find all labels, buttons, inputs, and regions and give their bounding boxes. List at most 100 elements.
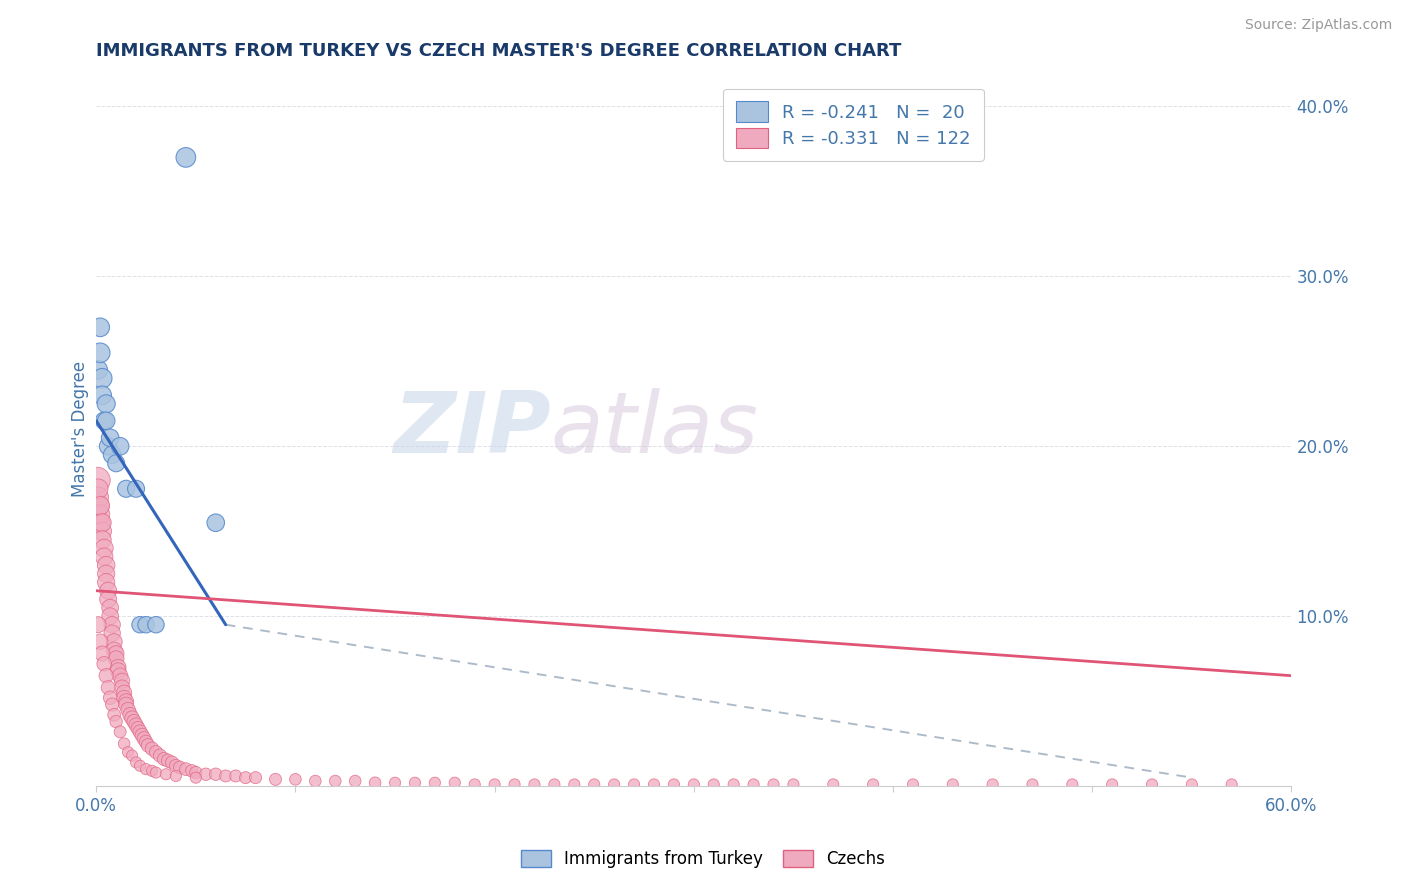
Point [111, 673, 134, 688]
Point [135, 617, 157, 632]
Point [117, 745, 139, 759]
Text: ZIP: ZIP [392, 388, 550, 471]
Point [136, 739, 159, 753]
Point [115, 482, 138, 496]
Point [105, 651, 128, 665]
Point [108, 439, 131, 453]
Point [91, 647, 114, 661]
Point [174, 150, 197, 164]
Point [149, 748, 172, 763]
Point [117, 703, 139, 717]
Point [87, 490, 110, 504]
Point [169, 760, 191, 774]
Point [96, 414, 118, 428]
Point [245, 771, 267, 785]
Point [121, 748, 143, 763]
Point [87, 499, 110, 513]
Point [165, 758, 187, 772]
Point [87, 482, 110, 496]
Point [1101, 777, 1123, 791]
Point [160, 756, 183, 770]
Point [145, 765, 167, 780]
Point [127, 722, 149, 736]
Point [135, 762, 157, 776]
Point [91, 516, 114, 530]
Point [108, 724, 131, 739]
Point [623, 777, 645, 791]
Point [942, 777, 965, 791]
Point [603, 777, 626, 791]
Point [132, 731, 155, 746]
Point [97, 583, 120, 598]
Point [98, 431, 121, 445]
Point [235, 771, 257, 785]
Point [823, 777, 845, 791]
Point [98, 690, 121, 705]
Text: atlas: atlas [550, 388, 758, 471]
Text: IMMIGRANTS FROM TURKEY VS CZECH MASTER'S DEGREE CORRELATION CHART: IMMIGRANTS FROM TURKEY VS CZECH MASTER'S… [96, 42, 901, 60]
Point [443, 776, 465, 790]
Point [97, 681, 120, 695]
Legend: R = -0.241   N =  20, R = -0.331   N = 122: R = -0.241 N = 20, R = -0.331 N = 122 [723, 88, 984, 161]
Point [98, 609, 121, 624]
Point [115, 694, 138, 708]
Point [121, 711, 143, 725]
Point [87, 617, 110, 632]
Point [91, 388, 114, 402]
Point [89, 634, 111, 648]
Point [111, 681, 134, 695]
Point [1181, 777, 1204, 791]
Point [89, 516, 111, 530]
Point [112, 686, 135, 700]
Point [91, 533, 114, 547]
Point [103, 643, 125, 657]
Point [98, 600, 121, 615]
Point [87, 363, 110, 377]
Point [86, 473, 108, 487]
Point [129, 617, 152, 632]
Legend: Immigrants from Turkey, Czechs: Immigrants from Turkey, Czechs [515, 843, 891, 875]
Point [105, 714, 128, 729]
Point [93, 541, 115, 556]
Point [1220, 777, 1243, 791]
Point [404, 776, 426, 790]
Point [782, 777, 804, 791]
Point [141, 764, 163, 778]
Text: Source: ZipAtlas.com: Source: ZipAtlas.com [1244, 18, 1392, 32]
Point [204, 767, 226, 781]
Point [180, 764, 202, 778]
Point [125, 718, 148, 732]
Point [364, 776, 387, 790]
Point [103, 634, 125, 648]
Point [97, 439, 120, 453]
Point [174, 762, 197, 776]
Point [215, 769, 238, 783]
Point [91, 524, 114, 539]
Point [323, 774, 346, 789]
Point [204, 516, 226, 530]
Point [484, 777, 506, 791]
Point [344, 774, 367, 789]
Point [125, 756, 148, 770]
Point [742, 777, 765, 791]
Point [91, 371, 114, 385]
Point [141, 741, 163, 756]
Point [101, 617, 124, 632]
Point [464, 777, 486, 791]
Point [120, 707, 142, 722]
Point [131, 728, 153, 742]
Point [96, 566, 118, 581]
Point [284, 772, 307, 787]
Point [129, 758, 152, 772]
Point [89, 346, 111, 360]
Point [184, 765, 207, 780]
Point [122, 714, 145, 729]
Point [101, 448, 124, 462]
Point [96, 575, 118, 590]
Point [101, 698, 124, 712]
Point [101, 626, 124, 640]
Point [105, 647, 128, 661]
Point [165, 769, 187, 783]
Point [503, 777, 526, 791]
Point [145, 745, 167, 759]
